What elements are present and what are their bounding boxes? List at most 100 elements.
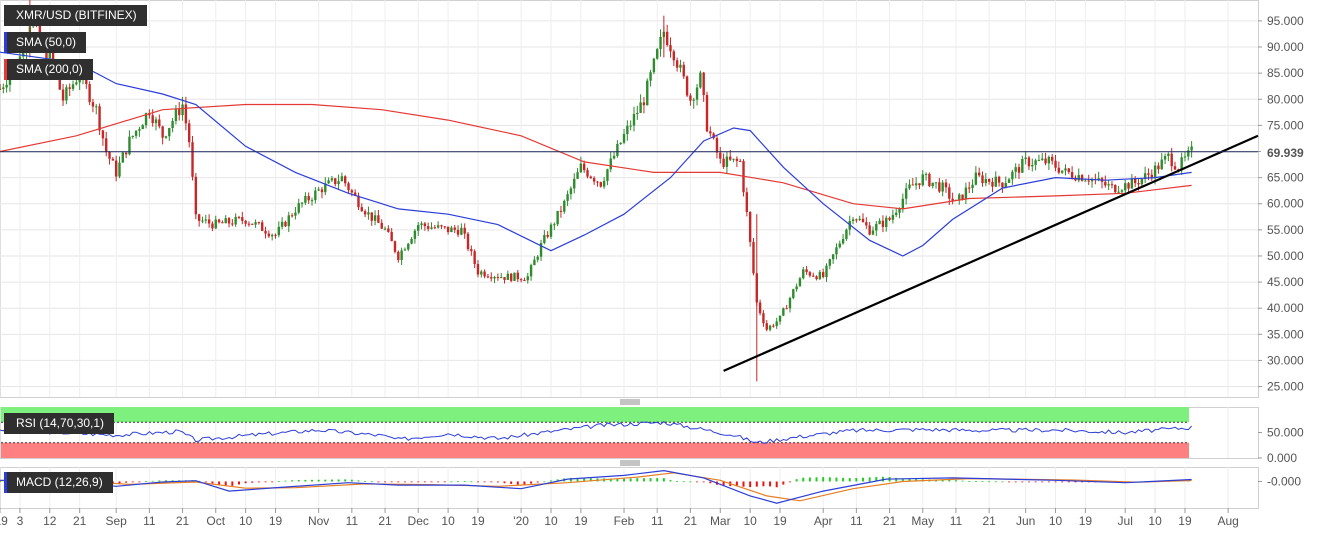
candle-body: [679, 64, 682, 68]
macd-histogram-bar: [251, 481, 254, 483]
candle-body: [294, 212, 297, 216]
macd-histogram-bar: [125, 481, 128, 483]
candle-body: [1160, 159, 1163, 170]
candle-body: [543, 234, 546, 244]
candle-body: [513, 272, 516, 281]
x-tick-label: 19: [471, 514, 485, 528]
macd-histogram-bar: [855, 478, 858, 482]
macd-histogram-bar: [941, 479, 944, 482]
candle-body: [241, 217, 244, 221]
candle-body: [762, 313, 765, 324]
macd-histogram-bar: [317, 479, 320, 482]
macd-histogram-bar: [284, 480, 287, 482]
macd-tick-label: -0.000: [1267, 474, 1301, 488]
candle-body: [1150, 174, 1153, 179]
x-tick-label: 19: [1079, 514, 1093, 528]
candle-body: [227, 218, 231, 224]
candle-body: [191, 142, 194, 177]
candle-body: [407, 243, 410, 250]
sma50-legend[interactable]: SMA (50,0): [4, 32, 87, 53]
candles-group: [0, 19, 1193, 332]
candle-body: [214, 219, 217, 229]
macd-histogram-bar: [211, 481, 214, 484]
macd-histogram-bar: [543, 481, 546, 483]
candle-body: [642, 102, 646, 106]
macd-histogram-bar: [138, 481, 141, 483]
candle-body: [453, 227, 456, 230]
candle-body: [798, 278, 802, 287]
candle-body: [981, 175, 984, 184]
macd-legend[interactable]: MACD (12,26,9): [4, 472, 113, 493]
macd-histogram-bar: [696, 481, 699, 483]
candle-body: [908, 184, 911, 189]
x-tick-label: 21: [684, 514, 698, 528]
candle-body: [373, 215, 377, 221]
candle-body: [878, 220, 881, 224]
x-tick-label: Oct: [206, 514, 225, 528]
candle-body: [410, 238, 413, 244]
candle-body: [65, 87, 68, 101]
candle-body: [579, 163, 583, 173]
candle-body: [121, 152, 125, 163]
candle-body: [622, 133, 626, 143]
symbol-legend[interactable]: XMR/USD (BITFINEX): [4, 5, 147, 26]
candle-body: [1114, 185, 1117, 193]
candle-body: [297, 203, 300, 213]
x-tick-label: Aug: [1217, 514, 1238, 528]
candle-body: [831, 254, 835, 260]
x-tick-label: 12: [43, 514, 57, 528]
macd-line: [0, 469, 1192, 504]
candle-body: [904, 188, 908, 199]
candle-body: [533, 259, 536, 266]
macd-histogram-bar: [218, 481, 221, 485]
macd-histogram-bar: [297, 480, 300, 482]
candle-body: [118, 162, 121, 177]
rsi-line: [0, 420, 1192, 444]
candle-body: [0, 88, 2, 90]
candle-body: [871, 230, 875, 235]
price-tick-label: 40.000: [1267, 301, 1304, 315]
candle-body: [805, 269, 808, 273]
candle-body: [659, 36, 662, 50]
candle-body: [1031, 164, 1034, 167]
candle-body: [363, 211, 367, 215]
candle-body: [699, 72, 702, 88]
candle-body: [187, 123, 191, 143]
macd-histogram-bar: [1054, 481, 1057, 483]
sma200-legend[interactable]: SMA (200,0): [4, 59, 93, 80]
candle-body: [1034, 160, 1037, 165]
candle-body: [496, 277, 500, 279]
macd-histogram-bar: [384, 481, 387, 483]
candle-body: [1137, 183, 1140, 185]
macd-histogram-bar: [164, 480, 167, 482]
candle-body: [765, 323, 768, 330]
price-tick-label: 65.000: [1267, 171, 1304, 185]
candle-body: [821, 272, 825, 278]
candle-body: [261, 222, 264, 231]
candle-body: [211, 223, 214, 229]
candle-body: [632, 114, 636, 126]
macd-histogram-bar: [224, 481, 227, 486]
macd-histogram-bar: [231, 481, 234, 486]
candle-body: [729, 156, 732, 160]
candle-body: [1011, 171, 1014, 180]
candle-body: [397, 251, 400, 261]
candle-body: [466, 233, 470, 250]
macd-histogram-bar: [549, 480, 552, 482]
candle-body: [1004, 182, 1007, 188]
candle-body: [433, 227, 437, 229]
candle-body: [197, 214, 201, 221]
candle-body: [38, 24, 42, 39]
candle-body: [1014, 167, 1017, 172]
candle-body: [417, 225, 420, 231]
macd-histogram-bar: [311, 479, 314, 482]
rsi-legend[interactable]: RSI (14,70,30,1): [4, 413, 115, 434]
candle-body: [88, 84, 91, 103]
macd-histogram-bar: [649, 478, 652, 482]
x-tick-label: 10: [544, 514, 558, 528]
candle-body: [529, 265, 533, 277]
macd-histogram-bar: [722, 481, 725, 486]
candle-body: [217, 219, 221, 223]
x-tick-label: 19: [773, 514, 787, 528]
